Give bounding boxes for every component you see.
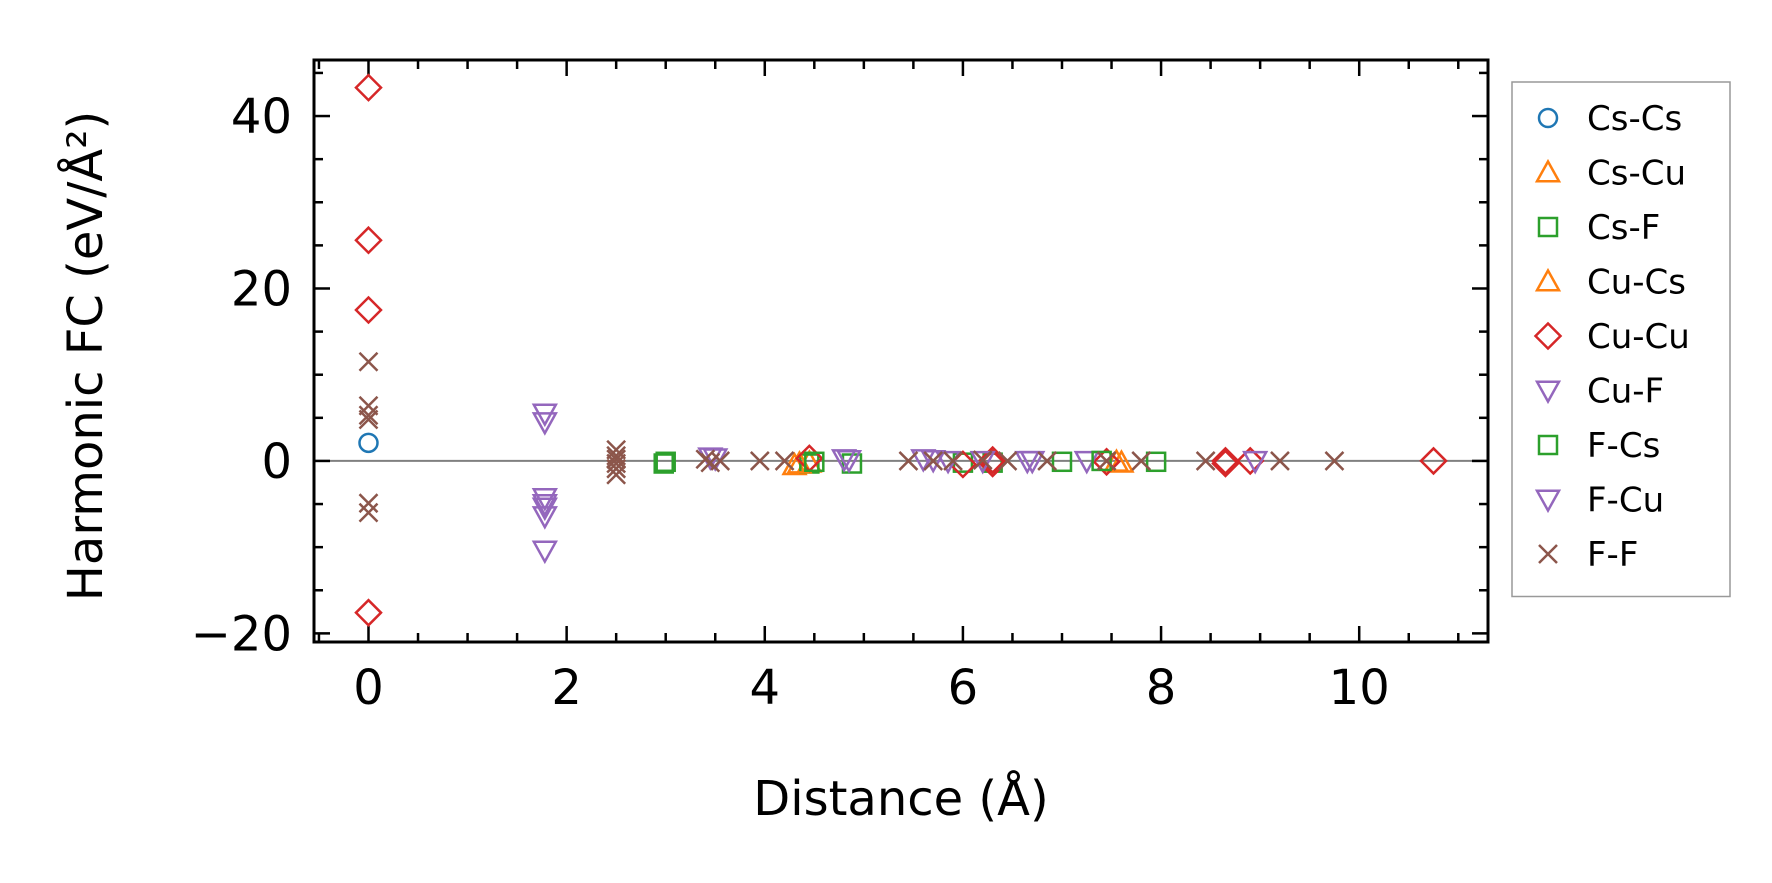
data-point xyxy=(358,432,379,454)
data-point xyxy=(354,295,383,325)
legend-marker xyxy=(1533,321,1563,351)
data-point xyxy=(1195,451,1216,471)
data-point xyxy=(1096,451,1117,471)
y-axis-label: Harmonic FC (eV/Å²) xyxy=(57,111,114,601)
series-cu-f xyxy=(531,403,1269,565)
x-tick-label: 8 xyxy=(1146,660,1177,716)
plot-area: 0 2 4 6 8 10 −20 0 20 40 xyxy=(191,58,1490,716)
legend-item: Cu-F xyxy=(1534,372,1664,412)
x-axis-label: Distance (Å) xyxy=(753,770,1048,827)
data-point xyxy=(1091,450,1112,472)
y-tick-label: 40 xyxy=(231,89,292,145)
data-point xyxy=(1211,449,1240,478)
data-point xyxy=(358,405,379,426)
data-point xyxy=(969,450,996,475)
series-f-f xyxy=(358,351,1345,523)
legend-item: F-F xyxy=(1538,535,1638,575)
data-point xyxy=(358,395,379,416)
data-point xyxy=(835,450,863,474)
series-cu-cu xyxy=(354,73,1448,627)
x-tick-label: 2 xyxy=(551,660,582,716)
data-point xyxy=(710,451,731,471)
data-point xyxy=(531,493,558,518)
data-point xyxy=(606,439,627,460)
data-point xyxy=(531,403,558,428)
legend-marker xyxy=(1537,216,1559,238)
data-point xyxy=(1019,450,1046,475)
data-point xyxy=(531,506,558,530)
data-point xyxy=(943,451,963,471)
data-point xyxy=(358,502,379,523)
legend-item: Cs-Cs xyxy=(1537,99,1682,139)
legend-item: Cs-Cu xyxy=(1534,154,1686,194)
data-point xyxy=(1270,451,1290,471)
data-point xyxy=(774,451,795,471)
x-tick-label: 4 xyxy=(750,660,781,716)
data-point xyxy=(354,225,383,255)
legend-item: F-Cs xyxy=(1537,426,1660,466)
data-point xyxy=(606,464,627,485)
legend-marker xyxy=(1537,434,1559,456)
data-point xyxy=(898,451,919,471)
x-tick-label: 10 xyxy=(1329,660,1390,716)
legend-label: Cu-Cs xyxy=(1587,263,1686,303)
legend-marker xyxy=(1534,489,1562,514)
data-point xyxy=(653,453,674,474)
data-point xyxy=(910,449,937,473)
legend-marker xyxy=(1534,158,1562,183)
data-point xyxy=(531,412,558,436)
legend-marker xyxy=(1538,544,1558,564)
data-point xyxy=(923,451,944,471)
data-point xyxy=(749,451,770,471)
legend: Cs-Cs Cs-Cu Cs-F Cu-Cs Cu-Cu Cu-F F-Cs F-Cu F-F xyxy=(1511,81,1731,598)
x-tick-label: 6 xyxy=(948,660,979,716)
legend-label: Cs-Cs xyxy=(1587,99,1682,139)
y-tick-label: 0 xyxy=(261,434,292,490)
legend-label: Cu-F xyxy=(1587,372,1664,412)
series-cs-cs xyxy=(358,432,379,454)
data-point xyxy=(354,598,383,627)
legend-label: F-Cu xyxy=(1587,481,1664,521)
legend-marker xyxy=(1534,267,1562,292)
legend-marker xyxy=(1537,107,1559,129)
data-point xyxy=(655,451,676,473)
data-point xyxy=(1211,446,1240,476)
data-point xyxy=(606,458,627,479)
data-point xyxy=(358,493,379,514)
legend-label: Cu-Cu xyxy=(1587,317,1690,357)
legend-label: F-Cs xyxy=(1587,426,1660,466)
legend-marker xyxy=(1534,380,1562,405)
data-point xyxy=(1242,450,1269,475)
data-point xyxy=(972,450,993,470)
data-point xyxy=(1051,451,1073,473)
y-tick-label: 20 xyxy=(231,261,292,317)
plot-frame xyxy=(312,58,1490,644)
data-point xyxy=(1145,451,1167,473)
data-point xyxy=(354,73,383,102)
x-tick-label: 0 xyxy=(353,660,384,716)
legend-label: Cs-F xyxy=(1587,208,1660,248)
data-point xyxy=(804,451,825,473)
data-point xyxy=(1131,451,1152,471)
legend-item: Cu-Cs xyxy=(1534,263,1686,303)
series-f-cs xyxy=(655,450,1112,473)
data-point xyxy=(1324,451,1345,471)
data-point xyxy=(1037,451,1058,471)
data-point xyxy=(1235,446,1265,476)
data-point xyxy=(606,449,627,470)
data-point xyxy=(531,540,558,565)
legend-item: Cu-Cu xyxy=(1533,317,1690,357)
legend-item: Cs-F xyxy=(1537,208,1660,248)
data-point xyxy=(1092,447,1121,477)
data-point xyxy=(358,409,379,430)
data-point xyxy=(531,497,558,522)
data-point xyxy=(1419,446,1448,476)
legend-label: F-F xyxy=(1587,535,1638,575)
y-tick-label: −20 xyxy=(191,606,292,662)
legend-label: Cs-Cu xyxy=(1587,154,1686,194)
data-point xyxy=(997,451,1018,471)
data-point xyxy=(358,351,379,372)
legend-item: F-Cu xyxy=(1534,481,1664,521)
